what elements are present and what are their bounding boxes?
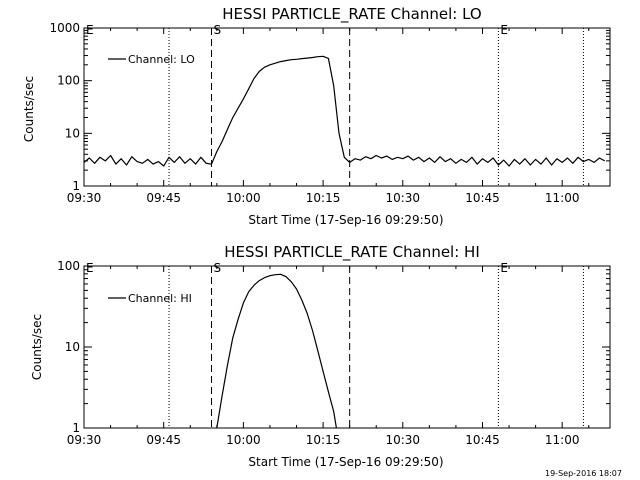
- hi-x-axis-label: Start Time (17-Sep-16 09:29:50): [248, 455, 443, 469]
- hi-legend-entry: Channel: HI: [128, 292, 192, 305]
- lo-series-line-0: [83, 55, 605, 167]
- hi-y-axis-label: Counts/sec: [30, 314, 44, 380]
- hi-marker-label-2: S: [214, 261, 222, 275]
- hi-marker-label-0: E: [86, 261, 94, 275]
- hi-x-tick-label-5: 10:45: [465, 433, 500, 447]
- footer-timestamp: 19-Sep-2016 18:07: [545, 469, 622, 478]
- lo-x-axis-label: Start Time (17-Sep-16 09:29:50): [248, 213, 443, 227]
- lo-x-tick-label-3: 10:15: [306, 191, 341, 205]
- lo-chart-title: HESSI PARTICLE_RATE Channel: LO: [222, 5, 481, 24]
- lo-channel-panel: HESSI PARTICLE_RATE Channel: LO Counts/s…: [22, 5, 611, 227]
- hi-marker-label-4: E: [500, 261, 508, 275]
- lo-y-tick-label-0: 1: [72, 179, 80, 193]
- hi-y-tick-label-2: 100: [57, 259, 80, 273]
- hi-channel-panel: HESSI PARTICLE_RATE Channel: HI Counts/s…: [30, 243, 611, 469]
- lo-legend-entry: Channel: LO: [128, 53, 195, 66]
- lo-marker-label-2: S: [214, 23, 222, 37]
- lo-x-tick-label-1: 09:45: [146, 191, 181, 205]
- lo-x-tick-label-5: 10:45: [465, 191, 500, 205]
- hi-y-tick-label-1: 10: [65, 340, 80, 354]
- hi-x-tick-label-1: 09:45: [146, 433, 181, 447]
- hi-x-tick-label-2: 10:00: [226, 433, 261, 447]
- lo-x-tick-label-4: 10:30: [385, 191, 420, 205]
- lo-y-axis-label: Counts/sec: [22, 76, 36, 142]
- lo-y-tick-label-2: 100: [57, 74, 80, 88]
- hi-x-tick-label-6: 11:00: [545, 433, 580, 447]
- lo-y-tick-label-1: 10: [65, 126, 80, 140]
- lo-marker-label-4: E: [500, 23, 508, 37]
- hi-series-line-0: [216, 273, 337, 429]
- hi-y-tick-label-0: 1: [72, 421, 80, 435]
- lo-x-tick-label-6: 11:00: [545, 191, 580, 205]
- lo-marker-label-0: E: [86, 23, 94, 37]
- hi-plot-frame: [83, 265, 611, 429]
- lo-x-tick-label-0: 09:30: [67, 191, 102, 205]
- lo-x-tick-label-2: 10:00: [226, 191, 261, 205]
- lo-plot-frame: [83, 27, 611, 187]
- hi-chart-title: HESSI PARTICLE_RATE Channel: HI: [224, 243, 480, 262]
- lo-y-tick-label-3: 1000: [49, 21, 80, 35]
- hi-x-tick-label-4: 10:30: [385, 433, 420, 447]
- hi-x-tick-label-3: 10:15: [306, 433, 341, 447]
- hi-x-tick-label-0: 09:30: [67, 433, 102, 447]
